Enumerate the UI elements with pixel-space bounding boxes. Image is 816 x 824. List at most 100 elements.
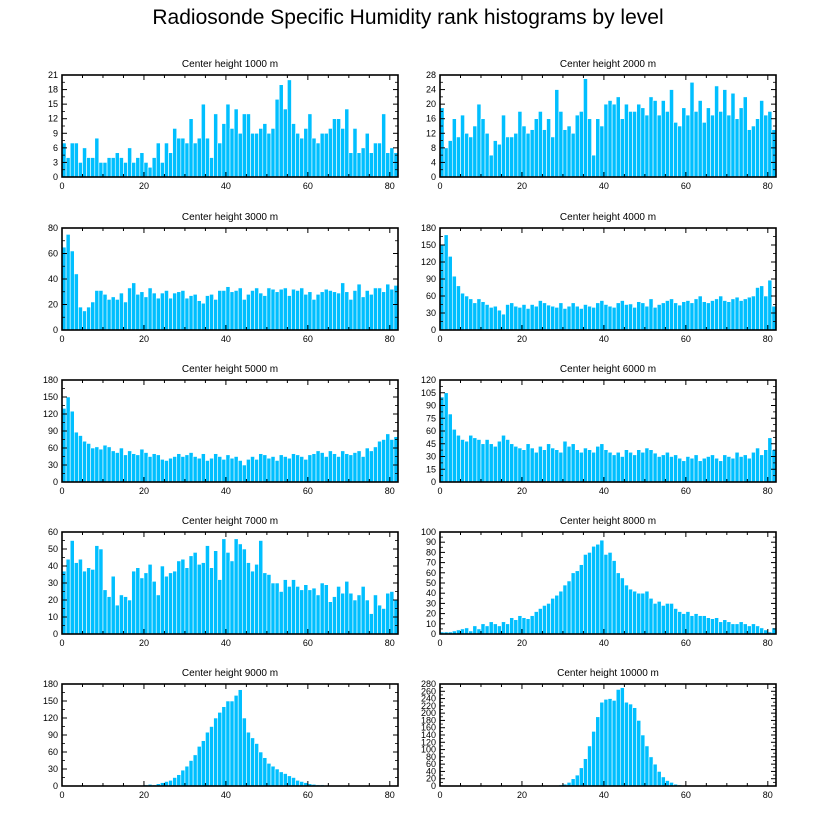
bar <box>209 457 214 483</box>
bar <box>714 85 719 178</box>
bar <box>603 554 609 635</box>
bar <box>139 291 145 331</box>
bar <box>135 567 141 635</box>
bar <box>340 128 346 178</box>
bar <box>533 611 539 635</box>
bar <box>665 111 670 178</box>
bar <box>730 623 736 635</box>
y-tick-label: 60 <box>48 527 58 537</box>
bar <box>114 604 120 635</box>
bar <box>706 302 711 331</box>
bar <box>233 538 239 635</box>
chart-panel-6: Center height 6000 m 0 20 40 60 80 0 15 30 45 60 75… <box>421 364 777 496</box>
y-tick-label: 10 <box>48 612 58 622</box>
y-tick-label: 16 <box>426 114 436 124</box>
bar <box>513 619 519 635</box>
bar <box>270 288 276 331</box>
bar <box>497 440 502 483</box>
bar <box>229 457 235 483</box>
x-tick-label: 0 <box>437 334 442 344</box>
bar <box>155 594 161 635</box>
bar <box>389 439 395 483</box>
bar <box>106 596 112 635</box>
bar <box>356 594 362 635</box>
bar <box>599 539 605 635</box>
bar <box>270 582 276 635</box>
bar <box>188 452 194 483</box>
y-tick-label: 8 <box>431 143 436 153</box>
main-title: Radiosonde Specific Humidity rank histog… <box>152 6 664 29</box>
bar <box>184 765 190 787</box>
bar <box>665 300 670 331</box>
y-tick-label: 0 <box>431 477 436 487</box>
bar <box>385 152 391 178</box>
bar <box>636 592 642 635</box>
x-tick-label: 40 <box>221 486 231 496</box>
bar <box>660 100 666 178</box>
x-tick-label: 80 <box>385 181 395 191</box>
bar <box>726 114 732 178</box>
bar <box>550 305 556 331</box>
bar <box>192 754 198 787</box>
x-tick-label: 60 <box>303 181 313 191</box>
bar <box>538 300 543 331</box>
bar <box>697 100 703 178</box>
bar <box>533 118 539 178</box>
panel-title: Center height 8000 m <box>560 516 656 527</box>
bar <box>685 300 691 331</box>
bar <box>460 439 465 483</box>
panel-title: Center height 7000 m <box>182 516 278 527</box>
x-tick-label: 60 <box>681 334 691 344</box>
bar <box>759 285 765 331</box>
bar <box>364 132 370 178</box>
bar <box>241 717 247 787</box>
bar <box>648 449 654 483</box>
bar <box>521 617 527 635</box>
bar <box>348 299 354 331</box>
y-tick-label: 220 <box>421 701 436 711</box>
bar <box>611 307 617 331</box>
bar <box>497 309 502 331</box>
bar <box>250 290 255 331</box>
bar <box>348 592 354 635</box>
bar <box>570 302 576 331</box>
chart-panel-2: Center height 2000 m 0 20 40 60 80 0 4 8 12 16 20 24… <box>426 59 777 191</box>
bar <box>517 615 523 635</box>
bar <box>106 157 112 178</box>
bar <box>123 454 128 483</box>
bar <box>233 108 239 178</box>
x-tick-label: 80 <box>763 181 773 191</box>
bar <box>656 304 662 331</box>
bar <box>356 152 362 178</box>
bar <box>360 296 366 331</box>
bar <box>73 562 79 635</box>
x-tick-label: 80 <box>763 790 773 800</box>
y-tick-label: 30 <box>48 764 58 774</box>
bar <box>262 454 268 483</box>
bar <box>196 746 202 787</box>
bar <box>451 428 457 483</box>
bar <box>660 302 666 331</box>
bar <box>176 291 182 331</box>
bar <box>468 434 474 483</box>
bar <box>278 454 284 483</box>
bar <box>669 89 674 178</box>
bar <box>254 132 259 178</box>
bar <box>155 142 161 178</box>
bar <box>303 459 309 483</box>
bar <box>270 456 276 483</box>
bar <box>595 302 601 331</box>
bar <box>287 586 292 635</box>
bar <box>332 291 337 331</box>
x-tick-label: 20 <box>517 181 527 191</box>
bar <box>583 554 588 635</box>
bar <box>336 586 341 635</box>
bar <box>356 283 362 331</box>
bar <box>603 103 609 178</box>
bar <box>196 137 202 178</box>
chart-panel-4: Center height 4000 m 0 20 40 60 80 0 30 60 90 120 1… <box>421 212 777 344</box>
y-tick-label: 120 <box>421 737 436 747</box>
x-tick-label: 80 <box>385 790 395 800</box>
bar <box>160 162 165 178</box>
bar <box>525 132 531 178</box>
